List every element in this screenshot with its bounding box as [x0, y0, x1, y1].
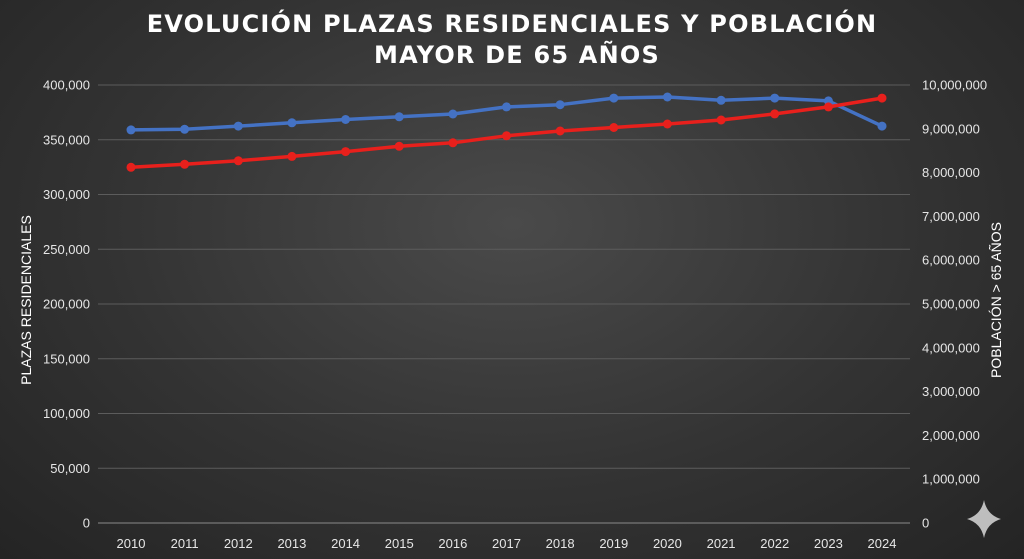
series-lines	[126, 92, 887, 172]
series-point-left	[502, 102, 511, 112]
x-tick-label: 2014	[331, 536, 360, 551]
chart-title-line-2: MAYOR DE 65 AÑOS	[374, 40, 660, 69]
left-tick-label: 100,000	[43, 406, 90, 421]
series-point-left	[609, 93, 619, 103]
left-tick-label: 250,000	[43, 242, 90, 257]
series-point-right	[180, 159, 190, 169]
right-tick-label: 4,000,000	[922, 340, 980, 355]
series-point-left	[877, 121, 887, 131]
right-tick-label: 5,000,000	[922, 297, 980, 312]
left-y-axis-ticks: 0 50,000 100,000 150,000 200,000 250,000 300,0…	[43, 78, 90, 531]
series-point-right	[341, 147, 351, 157]
right-tick-label: 6,000,000	[922, 253, 980, 268]
x-tick-label: 2021	[707, 536, 736, 551]
x-tick-label: 2012	[224, 536, 253, 551]
series-point-right	[555, 126, 565, 136]
x-tick-label: 2018	[546, 536, 575, 551]
series-point-left	[341, 115, 351, 124]
sparkle-icon	[967, 500, 1001, 538]
right-tick-label: 3,000,000	[922, 384, 980, 399]
right-y-axis-ticks: 0 1,000,000 2,000,000 3,000,000 4,000,000 5,0…	[922, 78, 987, 531]
left-tick-label: 200,000	[43, 297, 90, 312]
series-point-right	[716, 115, 726, 125]
series-point-right	[448, 138, 458, 148]
x-tick-label: 2013	[277, 536, 306, 551]
series-point-right	[877, 93, 887, 103]
series-point-right	[662, 119, 672, 129]
series-point-right	[770, 109, 780, 119]
series-point-left	[555, 100, 565, 110]
x-axis-ticks: 2010 2011 2012 2013 2014 2015 2016 2017 2018 2019…	[117, 536, 897, 551]
left-tick-label: 50,000	[50, 461, 90, 476]
series-point-left	[233, 121, 243, 131]
series-point-right	[233, 156, 243, 166]
right-axis-title: POBLACIÓN > 65 AÑOS	[988, 222, 1004, 378]
right-tick-label: 0	[922, 516, 929, 531]
series-point-left	[180, 124, 190, 134]
series-point-left	[448, 109, 458, 119]
left-tick-label: 400,000	[43, 78, 90, 93]
series-point-left	[394, 112, 404, 122]
gridlines	[98, 84, 910, 524]
series-point-left	[716, 95, 726, 105]
series-point-right	[126, 162, 136, 172]
series-point-left	[662, 92, 672, 102]
x-tick-label: 2016	[438, 536, 467, 551]
series-point-left	[126, 125, 136, 135]
x-tick-label: 2010	[117, 536, 146, 551]
series-point-right	[394, 141, 404, 151]
left-tick-label: 350,000	[43, 132, 90, 147]
left-tick-label: 300,000	[43, 187, 90, 202]
x-tick-label: 2011	[171, 536, 199, 551]
right-tick-label: 8,000,000	[922, 165, 980, 180]
x-tick-label: 2015	[385, 536, 414, 551]
x-tick-label: 2019	[599, 536, 628, 551]
chart-title-line-1: EVOLUCIÓN PLAZAS RESIDENCIALES Y POBLACI…	[147, 8, 878, 38]
series-point-right	[287, 151, 297, 161]
series-point-left	[770, 93, 780, 103]
x-tick-label: 2020	[653, 536, 682, 551]
right-tick-label: 2,000,000	[922, 428, 980, 443]
x-tick-label: 2024	[868, 536, 897, 551]
series-point-right	[502, 131, 511, 141]
right-tick-label: 10,000,000	[922, 78, 987, 93]
right-tick-label: 1,000,000	[922, 472, 980, 487]
x-tick-label: 2022	[760, 536, 789, 551]
series-point-right	[609, 123, 619, 132]
series-point-right	[823, 102, 833, 112]
right-tick-label: 9,000,000	[922, 121, 980, 136]
x-tick-label: 2017	[492, 536, 521, 551]
left-axis-title: PLAZAS RESIDENCIALES	[18, 215, 34, 385]
x-tick-label: 2023	[814, 536, 843, 551]
right-tick-label: 7,000,000	[922, 209, 980, 224]
series-point-left	[287, 118, 297, 128]
left-tick-label: 0	[83, 516, 90, 531]
left-tick-label: 150,000	[43, 351, 90, 366]
